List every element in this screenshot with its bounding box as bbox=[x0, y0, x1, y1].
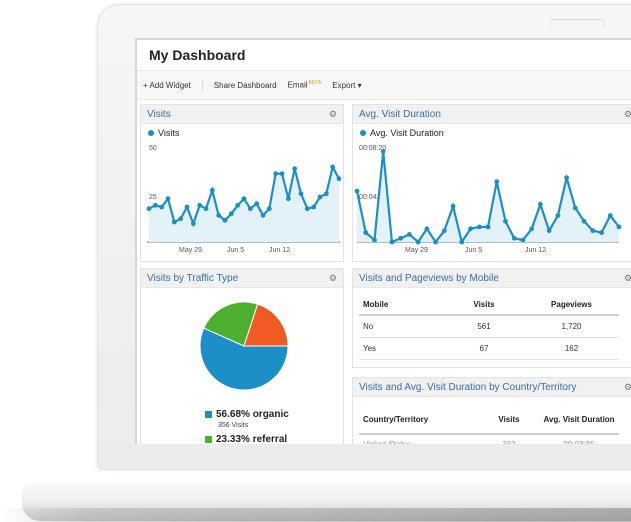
cell-visits: 67 bbox=[479, 343, 489, 353]
mobile-table: Mobile Visits Pageviews No 561 1,720 Yes… bbox=[359, 295, 619, 360]
col-country[interactable]: Country/Territory bbox=[363, 415, 429, 424]
widget-header: Visits and Pageviews by Mobile ⚙ bbox=[353, 269, 631, 288]
page-title: My Dashboard bbox=[149, 47, 246, 63]
widget-header: Visits ⚙ bbox=[141, 105, 343, 124]
legend-dot-icon bbox=[148, 130, 154, 136]
export-dropdown[interactable]: Export ▾ bbox=[332, 80, 362, 90]
title-bar: My Dashboard bbox=[137, 40, 631, 70]
pie-legend: 56.68% organic 356 Visits 23.33% referra… bbox=[205, 409, 289, 444]
cell-duration: 00:03:35 bbox=[539, 434, 619, 444]
cell-visits: 383 bbox=[479, 434, 539, 444]
widget-title[interactable]: Visits bbox=[147, 108, 171, 120]
table-header-row: Country/Territory Visits Avg. Visit Dura… bbox=[359, 406, 619, 434]
cell-visits: 561 bbox=[477, 321, 491, 331]
duration-line-chart[interactable]: 00:08:20 00:04:10 May 29 Jun 5 Jun 12 bbox=[353, 139, 631, 259]
widget-title[interactable]: Avg. Visit Duration bbox=[359, 108, 441, 120]
y-tick-50: 50 bbox=[149, 145, 157, 152]
col-avg-duration[interactable]: Avg. Visit Duration bbox=[543, 415, 615, 424]
widget-header: Visits by Traffic Type ⚙ bbox=[141, 269, 343, 288]
gear-icon[interactable]: ⚙ bbox=[328, 108, 337, 119]
visits-line-chart[interactable]: 50 25 May 29 Jun 5 Jun 12 bbox=[141, 139, 341, 259]
widget-avg-visit-duration: Avg. Visit Duration ⚙ Avg. Visit Duratio… bbox=[352, 104, 631, 262]
email-button[interactable]: EmailBETA bbox=[288, 80, 322, 90]
organic-swatch-icon bbox=[205, 411, 212, 418]
col-mobile[interactable]: Mobile bbox=[363, 300, 389, 309]
gear-icon[interactable]: ⚙ bbox=[624, 109, 631, 120]
legend-dot-icon bbox=[360, 130, 366, 136]
dashboard-toolbar: + Add Widget Share Dashboard EmailBETA E… bbox=[137, 70, 631, 100]
beta-badge: BETA bbox=[308, 80, 322, 87]
x-tick-jun12: Jun 12 bbox=[525, 247, 546, 254]
col-visits[interactable]: Visits bbox=[498, 415, 520, 424]
table-row: Yes 67 162 bbox=[359, 337, 619, 359]
x-tick-may29: May 29 bbox=[405, 247, 428, 254]
x-tick-jun5: Jun 5 bbox=[465, 247, 482, 254]
country-table: Country/Territory Visits Avg. Visit Dura… bbox=[359, 406, 619, 444]
cell-country: United States bbox=[359, 434, 479, 444]
laptop-shadow bbox=[0, 508, 631, 522]
y-tick-high: 00:08:20 bbox=[359, 145, 386, 152]
cell-pageviews: 1,720 bbox=[561, 321, 582, 331]
referral-swatch-icon bbox=[205, 436, 212, 443]
widget-visits-by-country: Visits and Avg. Visit Duration by Countr… bbox=[352, 377, 631, 444]
table-header-row: Mobile Visits Pageviews bbox=[359, 295, 619, 315]
legend-organic: 56.68% organic bbox=[205, 409, 289, 420]
widget-header: Visits and Avg. Visit Duration by Countr… bbox=[353, 378, 631, 397]
y-tick-mid: 00:04:10 bbox=[359, 194, 386, 201]
widget-title[interactable]: Visits and Pageviews by Mobile bbox=[359, 272, 499, 284]
camera-notch bbox=[550, 19, 604, 28]
gear-icon[interactable]: ⚙ bbox=[624, 382, 631, 393]
widget-title[interactable]: Visits by Traffic Type bbox=[147, 272, 239, 284]
cell-mobile: No bbox=[363, 321, 374, 331]
x-tick-jun12: Jun 12 bbox=[269, 247, 290, 254]
dashboard-screen: My Dashboard + Add Widget Share Dashboar… bbox=[135, 38, 631, 444]
organic-visits: 356 Visits bbox=[218, 422, 249, 429]
pie-slice-referral[interactable] bbox=[203, 301, 259, 347]
widget-header: Avg. Visit Duration ⚙ bbox=[353, 105, 631, 124]
toolbar-divider bbox=[201, 78, 203, 92]
pie-slice-direct[interactable] bbox=[243, 303, 289, 347]
pie-slice-organic[interactable] bbox=[199, 327, 289, 391]
widget-visits-by-traffic-type: Visits by Traffic Type ⚙ 56.68% organic … bbox=[140, 268, 344, 444]
email-label: Email bbox=[287, 80, 308, 90]
legend-label: Visits bbox=[158, 128, 180, 138]
referral-percent: 23.33% referral bbox=[216, 434, 288, 444]
cell-mobile: Yes bbox=[363, 343, 377, 353]
widget-visits-pageviews-by-mobile: Visits and Pageviews by Mobile ⚙ Mobile … bbox=[352, 268, 631, 368]
cell-pageviews: 162 bbox=[564, 343, 579, 353]
chart-legend: Visits bbox=[148, 128, 343, 138]
traffic-pie-chart[interactable] bbox=[141, 289, 341, 399]
gear-icon[interactable]: ⚙ bbox=[624, 273, 631, 284]
table-row: No 561 1,720 bbox=[359, 315, 619, 337]
col-visits[interactable]: Visits bbox=[473, 300, 495, 309]
organic-percent: 56.68% organic bbox=[216, 409, 289, 420]
chart-legend: Avg. Visit Duration bbox=[360, 128, 631, 138]
add-widget-button[interactable]: + Add Widget bbox=[143, 80, 191, 90]
widget-visits: Visits ⚙ Visits 50 25 May 29 Jun 5 Jun 1… bbox=[140, 104, 344, 262]
col-pageviews[interactable]: Pageviews bbox=[551, 300, 592, 309]
legend-referral: 23.33% referral bbox=[205, 434, 289, 444]
legend-label: Avg. Visit Duration bbox=[370, 128, 444, 138]
widget-title[interactable]: Visits and Avg. Visit Duration by Countr… bbox=[359, 381, 577, 393]
gear-icon[interactable]: ⚙ bbox=[328, 272, 337, 283]
x-tick-may29: May 29 bbox=[179, 247, 202, 254]
y-tick-25: 25 bbox=[149, 194, 157, 201]
share-dashboard-button[interactable]: Share Dashboard bbox=[213, 80, 277, 90]
x-tick-jun5: Jun 5 bbox=[227, 247, 244, 254]
table-row: United States 383 00:03:35 bbox=[359, 434, 619, 444]
